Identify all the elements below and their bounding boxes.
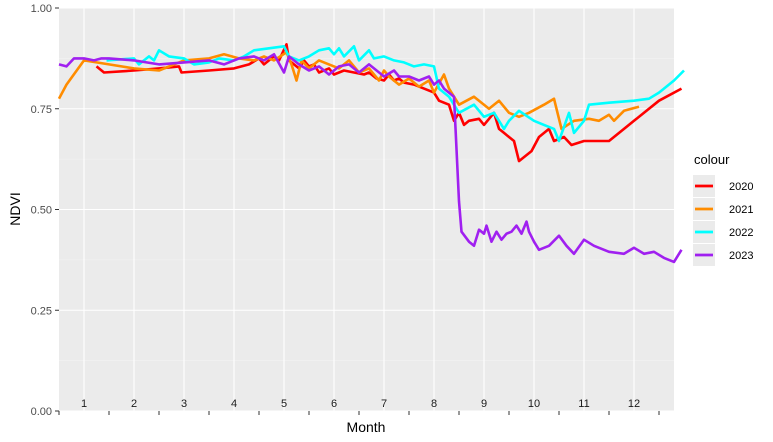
y-tick-label: 0.50	[31, 205, 52, 217]
month-label: 3	[181, 398, 187, 410]
legend-label-2022: 2022	[729, 227, 753, 239]
y-tick-label: 0.00	[31, 406, 52, 418]
legend-label-2021: 2021	[729, 204, 753, 216]
month-label: 7	[381, 398, 387, 410]
month-label: 1	[81, 398, 87, 410]
x-axis	[58, 411, 660, 415]
month-label: 11	[578, 398, 589, 410]
legend: colour 2020 2021 2022 2023	[693, 152, 753, 266]
month-label: 4	[231, 398, 237, 410]
month-label: 6	[331, 398, 337, 410]
y-tick-label: 1.00	[31, 3, 52, 15]
legend-label-2020: 2020	[729, 181, 753, 193]
legend-label-2023: 2023	[729, 250, 753, 262]
series-line-2023	[58, 53, 683, 264]
month-label: 2	[131, 398, 137, 410]
y-axis-title: NDVI	[7, 192, 23, 225]
month-label: 5	[281, 398, 287, 410]
legend-title: colour	[694, 152, 730, 167]
month-label: 8	[431, 398, 437, 410]
month-label: 12	[628, 398, 640, 410]
month-label: 9	[481, 398, 487, 410]
series-lines	[57, 43, 685, 264]
y-tick-label: 0.75	[31, 104, 52, 116]
y-tick-label: 0.25	[31, 305, 52, 317]
grid-lines	[59, 7, 674, 412]
x-axis-title: Month	[347, 419, 386, 435]
y-axis: 0.00 0.25 0.50 0.75 1.00	[31, 3, 59, 418]
month-label: 10	[528, 398, 540, 410]
month-labels: 1 2 3 4 5 6 7 8 9 10 11 12	[81, 398, 640, 410]
